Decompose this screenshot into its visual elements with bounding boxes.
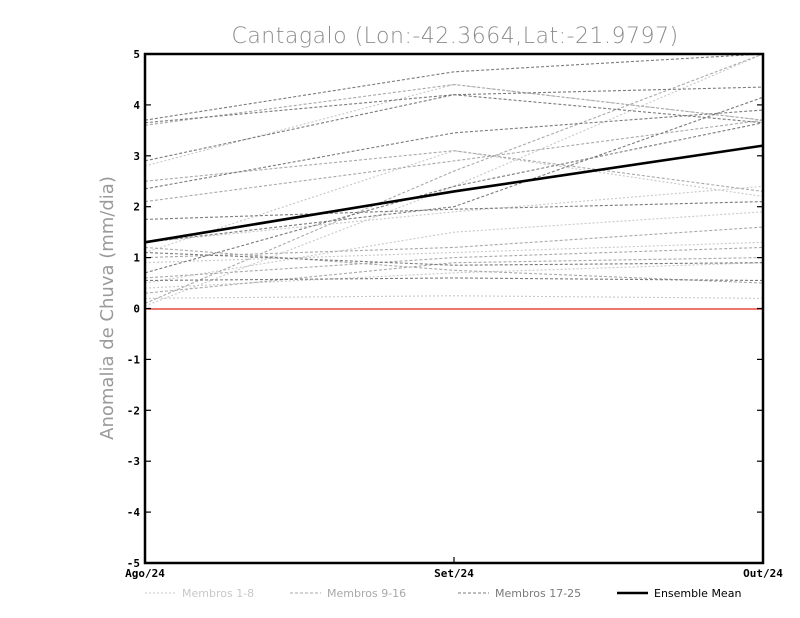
series-line-member-12	[144, 226, 764, 259]
series-line-ensemble-mean	[144, 144, 764, 244]
series-line-member-17	[144, 53, 764, 121]
y-tick-label: -3	[127, 455, 140, 468]
series-layer	[144, 53, 764, 307]
y-tick-label: 3	[133, 150, 140, 163]
series-line-member-4	[144, 185, 764, 243]
legend-label: Ensemble Mean	[654, 587, 741, 600]
series-line-member-10	[144, 83, 764, 126]
x-axis: Ago/24 Set/24 Out/24	[125, 557, 783, 580]
y-tick-label: -2	[127, 404, 140, 417]
series-line-member-15	[144, 119, 764, 203]
x-tick-label: Set/24	[434, 567, 474, 580]
y-tick-label: -1	[127, 353, 141, 366]
series-line-member-16	[144, 246, 764, 284]
x-tick-label: Ago/24	[125, 567, 165, 580]
y-tick-label: 2	[133, 201, 140, 214]
ensemble-mean-layer	[144, 144, 764, 244]
series-line-member-25	[144, 277, 764, 282]
y-axis: 5 4 3 2 1 0 -1 -2 -3 -4 -5	[127, 48, 763, 570]
y-tick-label: 4	[133, 99, 140, 112]
series-line-member-19	[144, 86, 764, 162]
series-line-member-18	[144, 94, 764, 124]
legend: Membros 1-8 Membros 9-16 Membros 17-25 Ense…	[145, 587, 741, 600]
series-line-member-9	[144, 53, 764, 304]
series-line-member-14	[144, 257, 764, 294]
series-line-member-6	[144, 83, 764, 167]
x-tick-label: Out/24	[743, 567, 783, 580]
series-line-member-22	[144, 96, 764, 243]
y-tick-label: 1	[133, 252, 140, 265]
series-line-member-24	[144, 122, 764, 274]
series-line-member-8	[144, 150, 764, 254]
series-line-member-3	[144, 241, 764, 264]
series-line-member-5	[144, 211, 764, 284]
legend-label: Membros 1-8	[182, 587, 254, 600]
chart-title: Cantagalo (Lon:-42.3664,Lat:-21.9797)	[231, 24, 678, 49]
series-line-member-13	[144, 246, 764, 279]
y-axis-label: Anomalia de Chuva (mm/dia)	[97, 176, 118, 440]
legend-label: Membros 9-16	[327, 587, 406, 600]
series-line-member-7	[144, 262, 764, 289]
y-tick-label: -4	[127, 506, 141, 519]
y-tick-label: -5	[127, 557, 140, 570]
series-line-member-20	[144, 109, 764, 190]
series-line-member-1	[144, 295, 764, 299]
series-line-member-11	[144, 150, 764, 192]
series-line-member-23	[144, 251, 764, 266]
y-tick-label: 0	[133, 303, 140, 316]
series-line-member-21	[144, 201, 764, 220]
y-tick-label: 5	[133, 48, 140, 61]
legend-label: Membros 17-25	[495, 587, 581, 600]
